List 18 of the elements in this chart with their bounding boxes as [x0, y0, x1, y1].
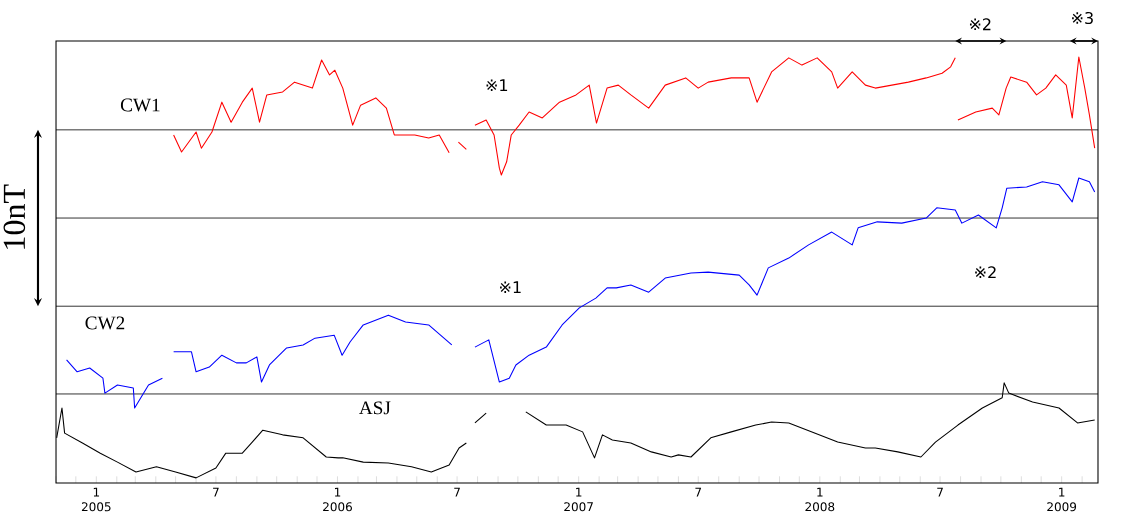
annotation: ※2 — [975, 266, 996, 279]
x-tick-label: 1 2008 — [805, 487, 835, 512]
series-label: CW1 — [120, 98, 160, 112]
x-tick-label: 7 — [454, 487, 460, 497]
x-tick-label: 7 — [695, 487, 702, 497]
series-label: CW2 — [85, 316, 125, 330]
x-tick-label: 7 — [213, 487, 219, 497]
text: 10nT — [3, 184, 26, 249]
text: ※2 — [969, 18, 991, 31]
text: ※3 — [1072, 11, 1093, 25]
x-tick-label: 1 2005 — [81, 487, 111, 512]
annotation: ※1 — [500, 281, 521, 294]
text: ASJ — [359, 401, 391, 415]
x-tick-label: 1 2009 — [1047, 487, 1077, 512]
x-tick-label: 1 2006 — [323, 487, 352, 512]
x-tick-label: 1 2007 — [564, 487, 593, 512]
annotation: ※1 — [486, 79, 508, 92]
x-tick-label: 7 — [937, 487, 943, 497]
